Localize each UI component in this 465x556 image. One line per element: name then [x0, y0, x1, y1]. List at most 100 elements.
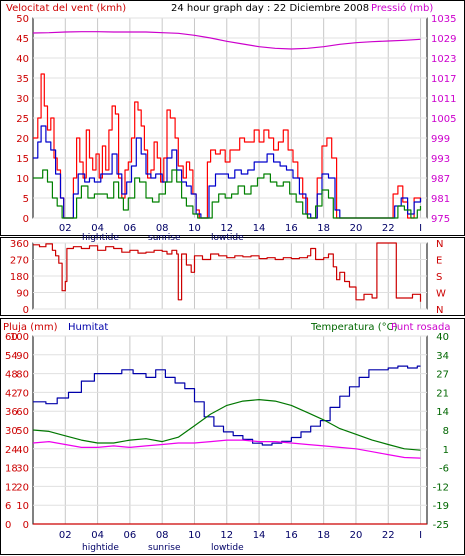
x-tick-label: 22: [382, 223, 395, 234]
hightide-label: hightide: [82, 233, 119, 243]
wind-y-tick-label: 35: [16, 74, 29, 85]
x-tick-label: 08: [156, 530, 169, 541]
sunrise-label: sunrise: [148, 233, 181, 243]
humidity-scale-tick-label: 36: [5, 407, 18, 418]
x-tick-label: 06: [124, 530, 137, 541]
x-tick-label: 18: [317, 530, 330, 541]
compass-tick-label: W: [436, 289, 446, 300]
pressure-y-tick-label: 975: [431, 214, 450, 225]
wind-y-tick-label: 20: [16, 134, 29, 145]
x-tick-label: 14: [253, 223, 266, 234]
pressure-y-tick-label: 993: [431, 154, 450, 165]
pressure-axis-label: Pressió (mb): [371, 2, 433, 14]
pressure-y-tick-label: 1005: [431, 114, 456, 125]
direction-y-tick-label: 90: [16, 289, 29, 300]
wind-y-tick-label: 5: [23, 194, 29, 205]
x-tick-label: 06: [124, 223, 137, 234]
wind-y-tick-label: 40: [16, 54, 29, 65]
x-tick-label: 10: [188, 223, 201, 234]
pressure-y-tick-label: 981: [431, 194, 450, 205]
hightide-label-bottom: hightide: [82, 543, 119, 553]
x-tick-label: I: [419, 530, 422, 541]
temperature-y-tick-label: -6: [439, 464, 449, 475]
temperature-y-tick-label: 8: [443, 426, 449, 437]
compass-tick-label: S: [436, 272, 442, 283]
rain-y-tick-label: 10: [16, 501, 29, 512]
compass-tick-label: N: [436, 239, 443, 250]
x-tick-label: 08: [156, 223, 169, 234]
wind-y-tick-label: 25: [16, 114, 29, 125]
x-tick-label: 12: [220, 530, 233, 541]
rain-y-tick-label: 100: [10, 332, 29, 343]
wind-average-series-line: [33, 125, 422, 219]
x-tick-label: 16: [285, 223, 298, 234]
pressure-y-tick-label: 1035: [431, 14, 456, 25]
direction-y-tick-label: 180: [10, 272, 29, 283]
humidity-series-line: [33, 365, 421, 446]
wind-axis-label: Velocitat del vent (kmh): [6, 3, 126, 14]
rain-y-tick-label: 50: [16, 426, 29, 437]
x-tick-label: 12: [220, 223, 233, 234]
wind-y-tick-label: 50: [16, 14, 29, 25]
pressure-y-tick-label: 987: [431, 174, 450, 185]
dewpoint-series-line: [32, 439, 421, 459]
rain-axis-label: Pluja (mm): [3, 322, 58, 333]
x-tick-label: 20: [350, 530, 363, 541]
humidity-scale-tick-label: 12: [5, 482, 18, 493]
x-tick-label: 02: [59, 223, 72, 234]
rain-y-tick-label: 70: [16, 388, 29, 399]
chart-title: 24 hour graph day : 22 Diciembre 2008: [171, 3, 369, 14]
temperature-y-tick-label: -19: [433, 501, 449, 512]
temperature-y-tick-label: 21: [436, 388, 449, 399]
temperature-y-tick-label: 34: [436, 351, 449, 362]
x-tick-label: 14: [253, 530, 266, 541]
direction-y-tick-label: 360: [10, 239, 29, 250]
x-tick-label: 10: [188, 530, 201, 541]
humidity-scale-tick-label: 48: [5, 370, 18, 381]
pressure-y-tick-label: 999: [431, 134, 450, 145]
wind-y-tick-label: 15: [16, 154, 29, 165]
lowtide-label-bottom: lowtide: [211, 543, 244, 553]
rain-y-tick-label: 20: [16, 482, 29, 493]
rain-y-tick-label: 90: [16, 351, 29, 362]
x-tick-label: 18: [317, 223, 330, 234]
rain-y-tick-label: 40: [16, 445, 29, 456]
rain-y-tick-label: 80: [16, 370, 29, 381]
pressure-y-tick-label: 1029: [431, 34, 456, 45]
humidity-scale-tick-label: 54: [5, 351, 18, 362]
lowtide-label: lowtide: [211, 233, 244, 243]
x-tick-label: 22: [382, 530, 395, 541]
wind-y-tick-label: 0: [23, 214, 29, 225]
temperature-y-tick-label: -12: [433, 482, 449, 493]
humidity-scale-tick-label: 6: [5, 501, 11, 512]
rain-y-tick-label: 30: [16, 464, 29, 475]
pressure-y-tick-label: 1023: [431, 54, 456, 65]
humidity-axis-label: Humitat: [68, 322, 108, 333]
wind-y-tick-label: 45: [16, 34, 29, 45]
sunrise-label-bottom: sunrise: [148, 543, 181, 553]
humidity-scale-tick-label: 18: [5, 464, 18, 475]
temperature-y-tick-label: -25: [433, 520, 449, 531]
temperature-axis-label: Temperatura (°C): [310, 322, 398, 333]
x-tick-label: 04: [91, 223, 104, 234]
x-tick-label: I: [419, 223, 422, 234]
humidity-scale-tick-label: 60: [5, 332, 18, 343]
compass-tick-label: E: [436, 256, 442, 267]
temperature-series-line: [32, 399, 421, 451]
x-tick-label: 20: [350, 223, 363, 234]
temperature-y-tick-label: 40: [436, 332, 449, 343]
x-tick-label: 04: [91, 530, 104, 541]
rain-y-tick-label: 60: [16, 407, 29, 418]
temperature-y-tick-label: 27: [436, 370, 449, 381]
humidity-scale-tick-label: 24: [5, 445, 18, 456]
wind-y-tick-label: 30: [16, 94, 29, 105]
x-tick-label: 02: [59, 530, 72, 541]
wind-direction-series-line: [33, 242, 422, 302]
dewpoint-axis-label: Punt rosada: [391, 322, 450, 333]
pressure-series-line: [32, 31, 421, 50]
direction-y-tick-label: 270: [10, 256, 29, 267]
humidity-scale-tick-label: 30: [5, 426, 18, 437]
wind-minimum-series-line: [33, 169, 422, 219]
direction-y-tick-label: 0: [23, 305, 29, 316]
